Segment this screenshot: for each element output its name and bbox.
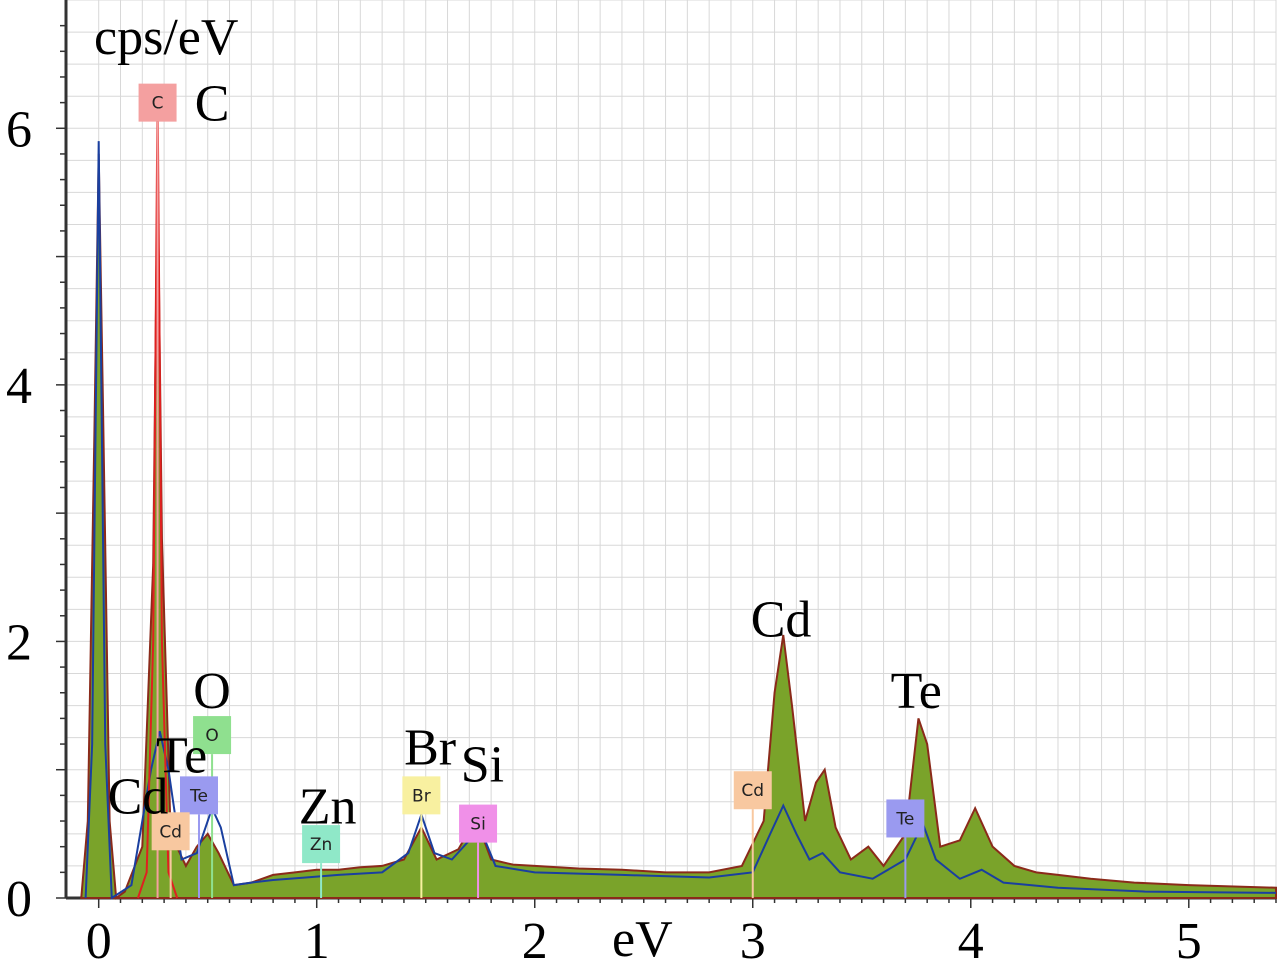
element-tag-label: C <box>152 94 164 114</box>
element-tag-box <box>459 804 498 843</box>
element-tag-label: Te <box>189 786 208 806</box>
element-tag-box <box>402 776 441 815</box>
peak-label: Si <box>461 736 504 793</box>
element-tag-box <box>151 812 190 851</box>
peak-label: O <box>193 663 231 720</box>
peak-label: Cd <box>108 768 169 825</box>
element-tag-label: Br <box>412 786 431 806</box>
element-tag-box <box>138 83 177 122</box>
x-tick-label: 0 <box>86 913 112 960</box>
peak-label: C <box>195 76 230 133</box>
series-filled-spectrum <box>80 153 1277 900</box>
peak-label: Zn <box>299 779 357 836</box>
chart-grid <box>66 0 1277 898</box>
series-blue-spectrum <box>84 141 1277 900</box>
peak-label: Cd <box>751 591 812 648</box>
x-tick-label: 1 <box>304 913 330 960</box>
series-layer <box>80 89 1277 900</box>
element-tag-label: O <box>205 726 218 746</box>
y-tick-label: 4 <box>6 358 32 415</box>
x-tick-label: 4 <box>958 913 984 960</box>
peak-label: Br <box>404 720 456 777</box>
y-tick-label: 6 <box>6 101 32 158</box>
x-tick-label: 5 <box>1176 913 1202 960</box>
element-tag-box <box>193 716 232 755</box>
element-tag-label: Zn <box>310 835 332 855</box>
element-tag-label: Cd <box>159 822 182 842</box>
element-tag-label: Te <box>895 809 914 829</box>
element-tag-box <box>179 776 218 815</box>
element-tag-label: Cd <box>741 781 764 801</box>
tick-labels: 0 1 2 3 4 5 0 2 4 6 <box>6 101 1202 960</box>
element-tag-box <box>886 799 925 838</box>
y-axis-label: cps/eV <box>94 9 238 66</box>
x-axis-label: eV <box>612 911 673 960</box>
x-tick-label: 2 <box>522 913 548 960</box>
y-tick-label: 0 <box>6 871 32 928</box>
x-tick-label: 3 <box>740 913 766 960</box>
peak-label: Te <box>891 663 942 720</box>
element-tag-box <box>733 771 772 810</box>
y-tick-label: 2 <box>6 614 32 671</box>
peak-label: Te <box>156 727 207 784</box>
element-tag-label: Si <box>470 815 486 835</box>
element-tag-box <box>302 825 341 864</box>
